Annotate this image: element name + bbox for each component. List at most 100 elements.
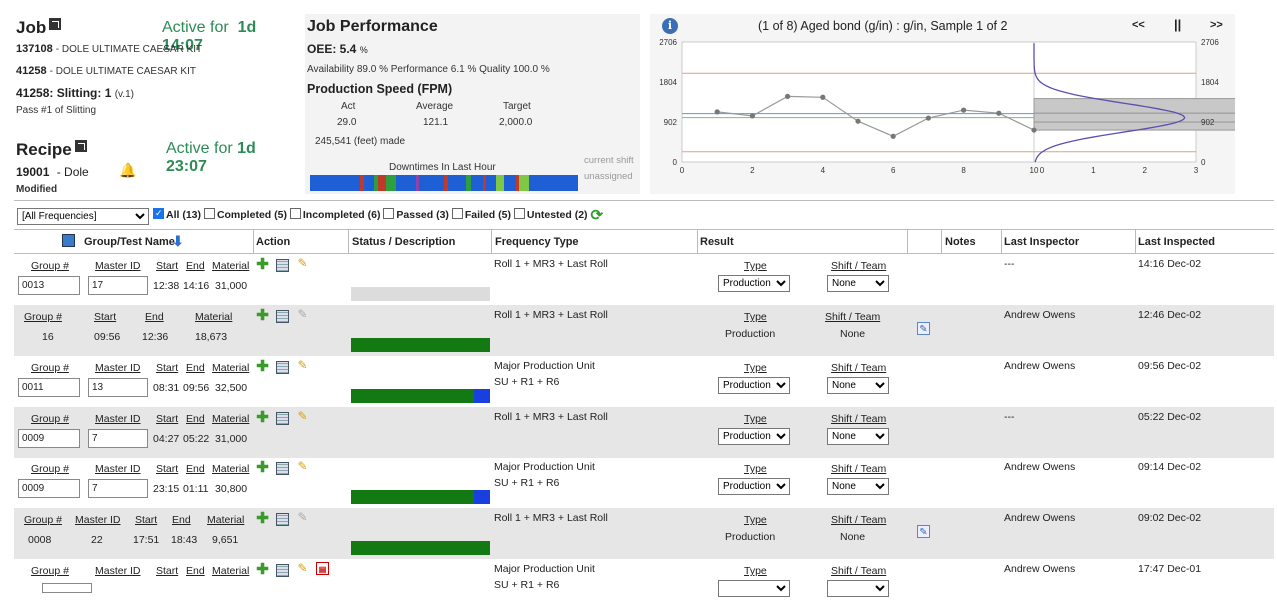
checkbox-failed[interactable] <box>451 208 463 219</box>
downtime-segment <box>386 175 397 191</box>
downtimes-bar[interactable] <box>310 175 578 191</box>
pdf-icon[interactable]: ▤ <box>316 562 329 575</box>
end-time: 18:43 <box>171 534 198 546</box>
end-label: End <box>172 514 191 526</box>
add-icon[interactable]: ✚ <box>256 459 269 476</box>
x-tick-label: 8 <box>961 166 966 175</box>
open-external-icon[interactable] <box>49 18 62 30</box>
add-icon[interactable]: ✚ <box>256 256 269 273</box>
bell-icon[interactable]: 🔔 <box>119 162 137 178</box>
type-label: Type <box>744 514 767 526</box>
wand-icon[interactable]: ✎ <box>297 510 308 524</box>
checkbox-passed[interactable] <box>383 208 395 219</box>
type-label: Type <box>744 260 767 272</box>
add-icon[interactable]: ✚ <box>256 358 269 375</box>
data-point <box>714 109 720 115</box>
data-point <box>890 133 896 139</box>
checkbox-incompleted[interactable] <box>289 208 301 219</box>
end-label: End <box>186 413 205 425</box>
group-label: Group # <box>24 514 62 526</box>
filter-completed[interactable]: Completed (5) <box>203 208 287 221</box>
add-icon[interactable]: ✚ <box>256 409 269 426</box>
downtime-segment <box>310 175 361 191</box>
grid-icon[interactable] <box>276 412 289 425</box>
shift-select[interactable]: None <box>827 428 889 445</box>
shift-select[interactable]: None <box>827 478 889 495</box>
wand-icon[interactable]: ✎ <box>297 358 308 372</box>
end-label: End <box>186 260 205 272</box>
sort-down-icon[interactable]: ⬇ <box>172 233 184 249</box>
filter-incompleted[interactable]: Incompleted (6) <box>289 208 380 221</box>
add-icon[interactable]: ✚ <box>256 510 269 527</box>
start-time: 17:51 <box>133 534 160 546</box>
material-label: Material <box>212 463 250 475</box>
filter-passed[interactable]: Passed (3) <box>383 208 449 221</box>
group-number-input[interactable]: 0011 <box>18 378 80 397</box>
checkbox-completed[interactable] <box>203 208 215 219</box>
distribution-curve <box>1033 43 1186 163</box>
grid-icon[interactable] <box>276 310 289 323</box>
grid-icon[interactable] <box>276 513 289 526</box>
master-id-input[interactable]: 7 <box>88 429 148 448</box>
type-select[interactable]: Production <box>718 428 790 445</box>
filter-untested[interactable]: Untested (2) <box>513 208 588 221</box>
add-icon[interactable]: ✚ <box>256 561 269 578</box>
col-group-test-name[interactable]: Group/Test Name <box>84 236 175 248</box>
add-icon[interactable]: ✚ <box>256 307 269 324</box>
last-inspected: 17:47 Dec-01 <box>1138 563 1202 575</box>
frequency-select[interactable]: [All Frequencies] <box>17 208 149 225</box>
wand-icon[interactable]: ✎ <box>297 409 308 423</box>
downtimes-label: Downtimes In Last Hour <box>389 162 496 173</box>
end-label: End <box>186 565 205 577</box>
prev-chart-button[interactable]: << <box>1132 19 1145 31</box>
col-last-inspected: Last Inspected <box>1138 236 1216 248</box>
group-number-input[interactable]: 0009 <box>18 479 80 498</box>
start-label: Start <box>156 413 179 425</box>
status-bar-passed <box>351 389 474 403</box>
x-tick-label: 6 <box>891 166 896 175</box>
group-number-input[interactable]: 0009 <box>18 429 80 448</box>
edit-note-icon[interactable]: ✎ <box>917 322 930 335</box>
export-icon[interactable] <box>62 234 75 247</box>
job-operation: 41258: Slitting: 1 (v.1) <box>16 86 134 100</box>
recipe-line: 19001 - Dole <box>16 165 89 179</box>
wand-icon[interactable]: ✎ <box>297 307 308 321</box>
job-panel: Job Active for 1d 14:07 137108 - DOLE UL… <box>8 10 300 192</box>
group-number-input[interactable]: 0013 <box>18 276 80 295</box>
start-label: Start <box>156 565 179 577</box>
frequency-type: Major Production Unit <box>494 563 595 575</box>
type-select[interactable]: Production <box>718 377 790 394</box>
edit-note-icon[interactable]: ✎ <box>917 525 930 538</box>
master-id-input[interactable]: 13 <box>88 378 148 397</box>
filter-failed[interactable]: Failed (5) <box>451 208 511 221</box>
grid-icon[interactable] <box>276 361 289 374</box>
material-label: Material <box>212 260 250 272</box>
wand-icon[interactable]: ✎ <box>297 256 308 270</box>
pause-button[interactable]: || <box>1174 17 1182 32</box>
master-id-input[interactable]: 17 <box>88 276 148 295</box>
open-external-icon[interactable] <box>74 140 87 152</box>
shift-select[interactable]: None <box>827 377 889 394</box>
table-row: Group # Master ID Start End Material 0011… <box>14 356 1274 407</box>
master-id-input[interactable]: 7 <box>88 479 148 498</box>
wand-icon[interactable]: ✎ <box>297 561 308 575</box>
col-status: Status / Description <box>352 236 456 248</box>
grid-icon[interactable] <box>276 462 289 475</box>
start-label: Start <box>94 311 117 323</box>
info-icon[interactable]: i <box>662 18 678 34</box>
type-select[interactable]: Production <box>718 275 790 292</box>
data-point <box>855 118 861 124</box>
grid-icon[interactable] <box>276 564 289 577</box>
grid-icon[interactable] <box>276 259 289 272</box>
next-chart-button[interactable]: >> <box>1210 19 1223 31</box>
checkbox-all[interactable] <box>153 208 164 219</box>
material-value: 32,500 <box>215 382 248 394</box>
group-number-input[interactable] <box>42 583 92 593</box>
refresh-icon[interactable]: ⟳ <box>590 207 604 224</box>
filter-all[interactable]: All (13) <box>153 208 201 221</box>
wand-icon[interactable]: ✎ <box>297 459 308 473</box>
shift-select[interactable]: None <box>827 275 889 292</box>
checkbox-untested[interactable] <box>513 208 525 219</box>
type-select[interactable]: Production <box>718 478 790 495</box>
